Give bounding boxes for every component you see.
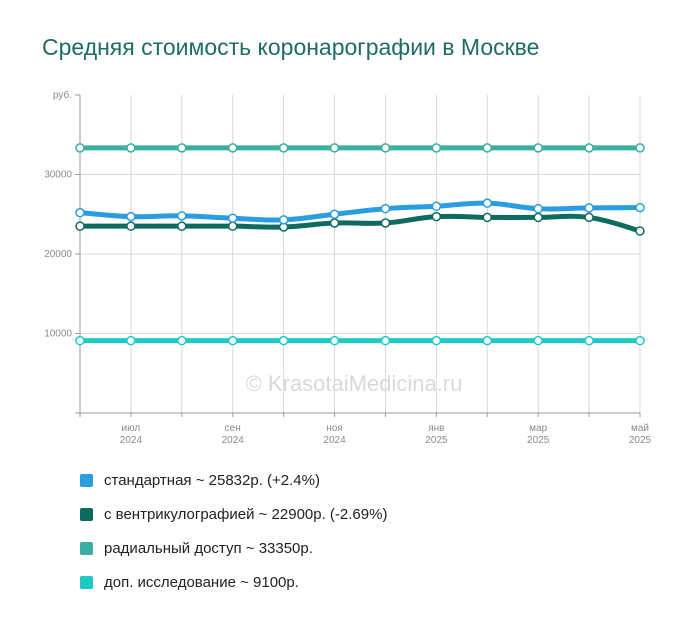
data-point <box>482 335 493 346</box>
x-tick-label-year: 2024 <box>120 435 143 446</box>
legend-label: стандартная ~ 25832р. (+2.4%) <box>104 471 320 489</box>
data-point <box>126 335 136 346</box>
data-point <box>635 143 645 153</box>
data-point <box>482 212 493 223</box>
data-point <box>482 143 493 153</box>
series-0 <box>75 143 645 153</box>
data-point <box>329 143 340 153</box>
data-point <box>380 335 391 346</box>
data-point <box>380 143 391 153</box>
data-point <box>635 335 645 346</box>
data-point <box>635 202 645 213</box>
data-point <box>177 211 187 221</box>
x-tick-label-year: 2024 <box>222 435 245 446</box>
legend-label: с вентрикулографией ~ 22900р. (-2.69%) <box>104 505 388 523</box>
legend-label: радиальный доступ ~ 33350р. <box>104 539 313 557</box>
series-2 <box>75 211 645 236</box>
data-point <box>177 143 187 153</box>
chart-title: Средняя стоимость коронарографии в Москв… <box>42 34 540 60</box>
x-tick-label-month: июл <box>122 423 141 434</box>
legend-item-extra-study[interactable]: доп. исследование ~ 9100р. <box>80 565 387 599</box>
data-point <box>584 203 594 213</box>
data-point <box>431 143 442 153</box>
data-point <box>380 218 391 228</box>
x-tick-label-year: 2025 <box>527 435 550 446</box>
legend-item-standard[interactable]: стандартная ~ 25832р. (+2.4%) <box>80 463 387 497</box>
data-point <box>584 335 594 346</box>
series-line <box>77 213 643 234</box>
x-tick-label-month: ноя <box>326 423 343 434</box>
x-tick-label-month: май <box>631 423 649 434</box>
y-tick-label: 30000 <box>44 170 72 181</box>
data-point <box>75 207 85 218</box>
data-point <box>533 143 543 153</box>
data-point <box>329 335 340 346</box>
data-point <box>227 221 238 231</box>
data-point <box>584 212 594 223</box>
data-point <box>533 203 543 214</box>
data-point <box>126 221 136 231</box>
x-tick-label-year: 2025 <box>629 435 652 446</box>
data-point <box>278 143 289 153</box>
x-tick-label-month: сен <box>225 423 241 434</box>
legend-swatch <box>80 507 93 521</box>
series-3 <box>75 198 645 225</box>
data-point <box>431 211 442 222</box>
chart-grid <box>79 95 641 413</box>
data-point <box>380 203 391 214</box>
data-point <box>635 226 645 236</box>
chart-legend: стандартная ~ 25832р. (+2.4%) с вентрику… <box>80 463 387 599</box>
data-point <box>278 215 289 225</box>
series-line <box>77 200 643 223</box>
x-tick-label-year: 2025 <box>425 435 448 446</box>
data-point <box>533 212 543 223</box>
data-point <box>482 198 493 208</box>
data-point <box>177 221 187 231</box>
data-point <box>584 143 594 153</box>
data-point <box>329 218 340 228</box>
y-tick-label: 10000 <box>44 329 72 340</box>
data-point <box>75 335 85 346</box>
data-point <box>126 143 136 153</box>
data-point <box>126 211 136 222</box>
legend-swatch <box>80 575 93 589</box>
legend-item-ventriculography[interactable]: с вентрикулографией ~ 22900р. (-2.69%) <box>80 497 387 531</box>
y-axis-unit-label: руб. <box>53 89 72 101</box>
series-1 <box>75 335 645 346</box>
data-point <box>75 143 85 153</box>
chart-ticks: руб.100002000030000июл2024сен2024ноя2024… <box>44 89 651 446</box>
data-point <box>227 335 238 346</box>
x-tick-label-month: янв <box>428 423 444 434</box>
data-point <box>75 221 85 231</box>
data-point <box>227 143 238 153</box>
x-tick-label-month: мар <box>529 423 547 434</box>
data-point <box>278 335 289 346</box>
data-point <box>177 335 187 346</box>
y-tick-label: 20000 <box>44 249 72 260</box>
watermark: © KrasotaiMedicina.ru <box>246 371 463 396</box>
data-point <box>431 201 442 212</box>
legend-swatch <box>80 541 93 555</box>
data-point <box>431 335 442 346</box>
chart-series <box>75 143 645 346</box>
data-point <box>329 209 340 219</box>
data-point <box>533 335 543 346</box>
legend-label: доп. исследование ~ 9100р. <box>104 573 299 591</box>
legend-swatch <box>80 473 93 487</box>
legend-item-radial-access[interactable]: радиальный доступ ~ 33350р. <box>80 531 387 565</box>
data-point <box>227 213 238 223</box>
chart-axes <box>75 94 641 417</box>
x-tick-label-year: 2024 <box>323 435 346 446</box>
